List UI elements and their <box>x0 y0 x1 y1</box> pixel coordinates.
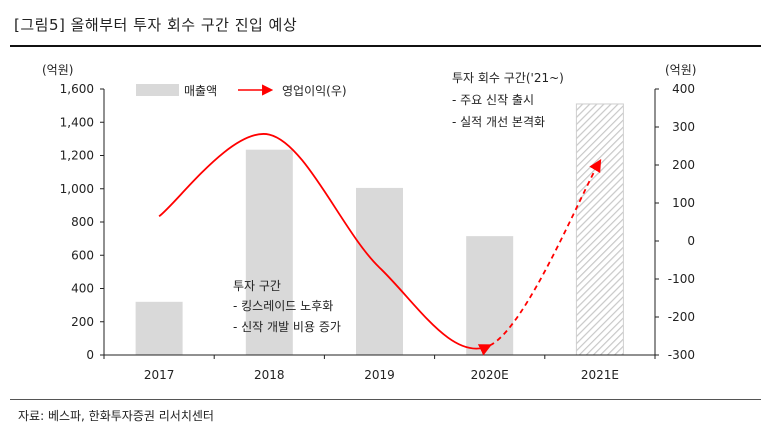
right-axis-tick-label: 0 <box>687 234 695 248</box>
revenue-bar <box>356 187 403 355</box>
left-axis-tick-label: 800 <box>71 215 94 229</box>
revenue-bar <box>135 301 183 355</box>
footer-divider <box>10 399 761 400</box>
annotation-recovery-line-1: - 주요 신작 출시 <box>452 93 534 107</box>
right-axis-tick-label: 400 <box>672 82 695 96</box>
right-axis-tick-label: -100 <box>668 272 695 286</box>
x-axis-tick-label: 2020E <box>471 368 509 382</box>
x-axis-tick-label: 2017 <box>144 368 175 382</box>
legend: 매출액 영업이익(우) <box>136 84 347 98</box>
combo-chart: 0 200 400 600 800 1,000 1,200 1,400 1,600 -300 -20… <box>42 63 696 382</box>
annotation-recovery-line-2: - 실적 개선 본격화 <box>452 115 545 129</box>
right-axis-tick-label: 200 <box>672 158 695 172</box>
left-axis-tick-label: 1,600 <box>60 82 94 96</box>
right-axis-tick-label: 300 <box>672 120 695 134</box>
left-axis-unit: (억원) <box>42 63 73 77</box>
operating-profit-line <box>158 133 492 356</box>
legend-label-operating-profit: 영업이익(우) <box>282 84 347 98</box>
revenue-bars <box>135 103 624 356</box>
axes: 0 200 400 600 800 1,000 1,200 1,400 1,600 -300 -20… <box>60 82 695 382</box>
left-axis-tick-label: 0 <box>86 348 94 362</box>
left-axis-tick-label: 200 <box>71 315 94 329</box>
x-axis-tick-label: 2018 <box>254 368 285 382</box>
revenue-bar <box>245 149 293 355</box>
right-axis-tick-label: -200 <box>668 310 695 324</box>
annotation-investment-line-2: - 신작 개발 비용 증가 <box>233 320 341 334</box>
right-axis-unit: (억원) <box>665 63 696 77</box>
left-axis-tick-label: 600 <box>71 248 94 262</box>
right-axis-tick-label: 100 <box>672 196 695 210</box>
x-axis-tick-label: 2019 <box>364 368 395 382</box>
annotation-investment-title: 투자 구간 <box>233 279 281 293</box>
legend-label-revenue: 매출액 <box>184 84 217 98</box>
left-axis-tick-label: 400 <box>71 282 94 296</box>
legend-swatch-revenue <box>136 84 179 96</box>
revenue-bar <box>575 103 624 356</box>
annotation-investment-phase: 투자 구간 - 킹스레이드 노후화 - 신작 개발 비용 증가 <box>233 279 341 334</box>
operating-profit-forecast-line <box>489 159 602 347</box>
annotation-recovery-phase: 투자 회수 구간('21~) - 주요 신작 출시 - 실적 개선 본격화 <box>452 71 564 129</box>
x-axis-tick-label: 2021E <box>581 368 619 382</box>
annotation-investment-line-1: - 킹스레이드 노후화 <box>233 299 333 313</box>
right-axis-tick-label: -300 <box>668 348 695 362</box>
annotation-recovery-title: 투자 회수 구간('21~) <box>452 71 564 85</box>
title-divider <box>10 45 761 47</box>
page-title: [그림5] 올해부터 투자 회수 구간 진입 예상 <box>14 16 298 34</box>
left-axis-tick-label: 1,400 <box>60 115 94 129</box>
left-axis-tick-label: 1,000 <box>60 182 94 196</box>
operating-profit-line-layer <box>158 133 602 356</box>
source-note: 자료: 베스파, 한화투자증권 리서치센터 <box>18 409 214 423</box>
left-axis-tick-label: 1,200 <box>60 149 94 163</box>
revenue-bar <box>466 236 514 355</box>
